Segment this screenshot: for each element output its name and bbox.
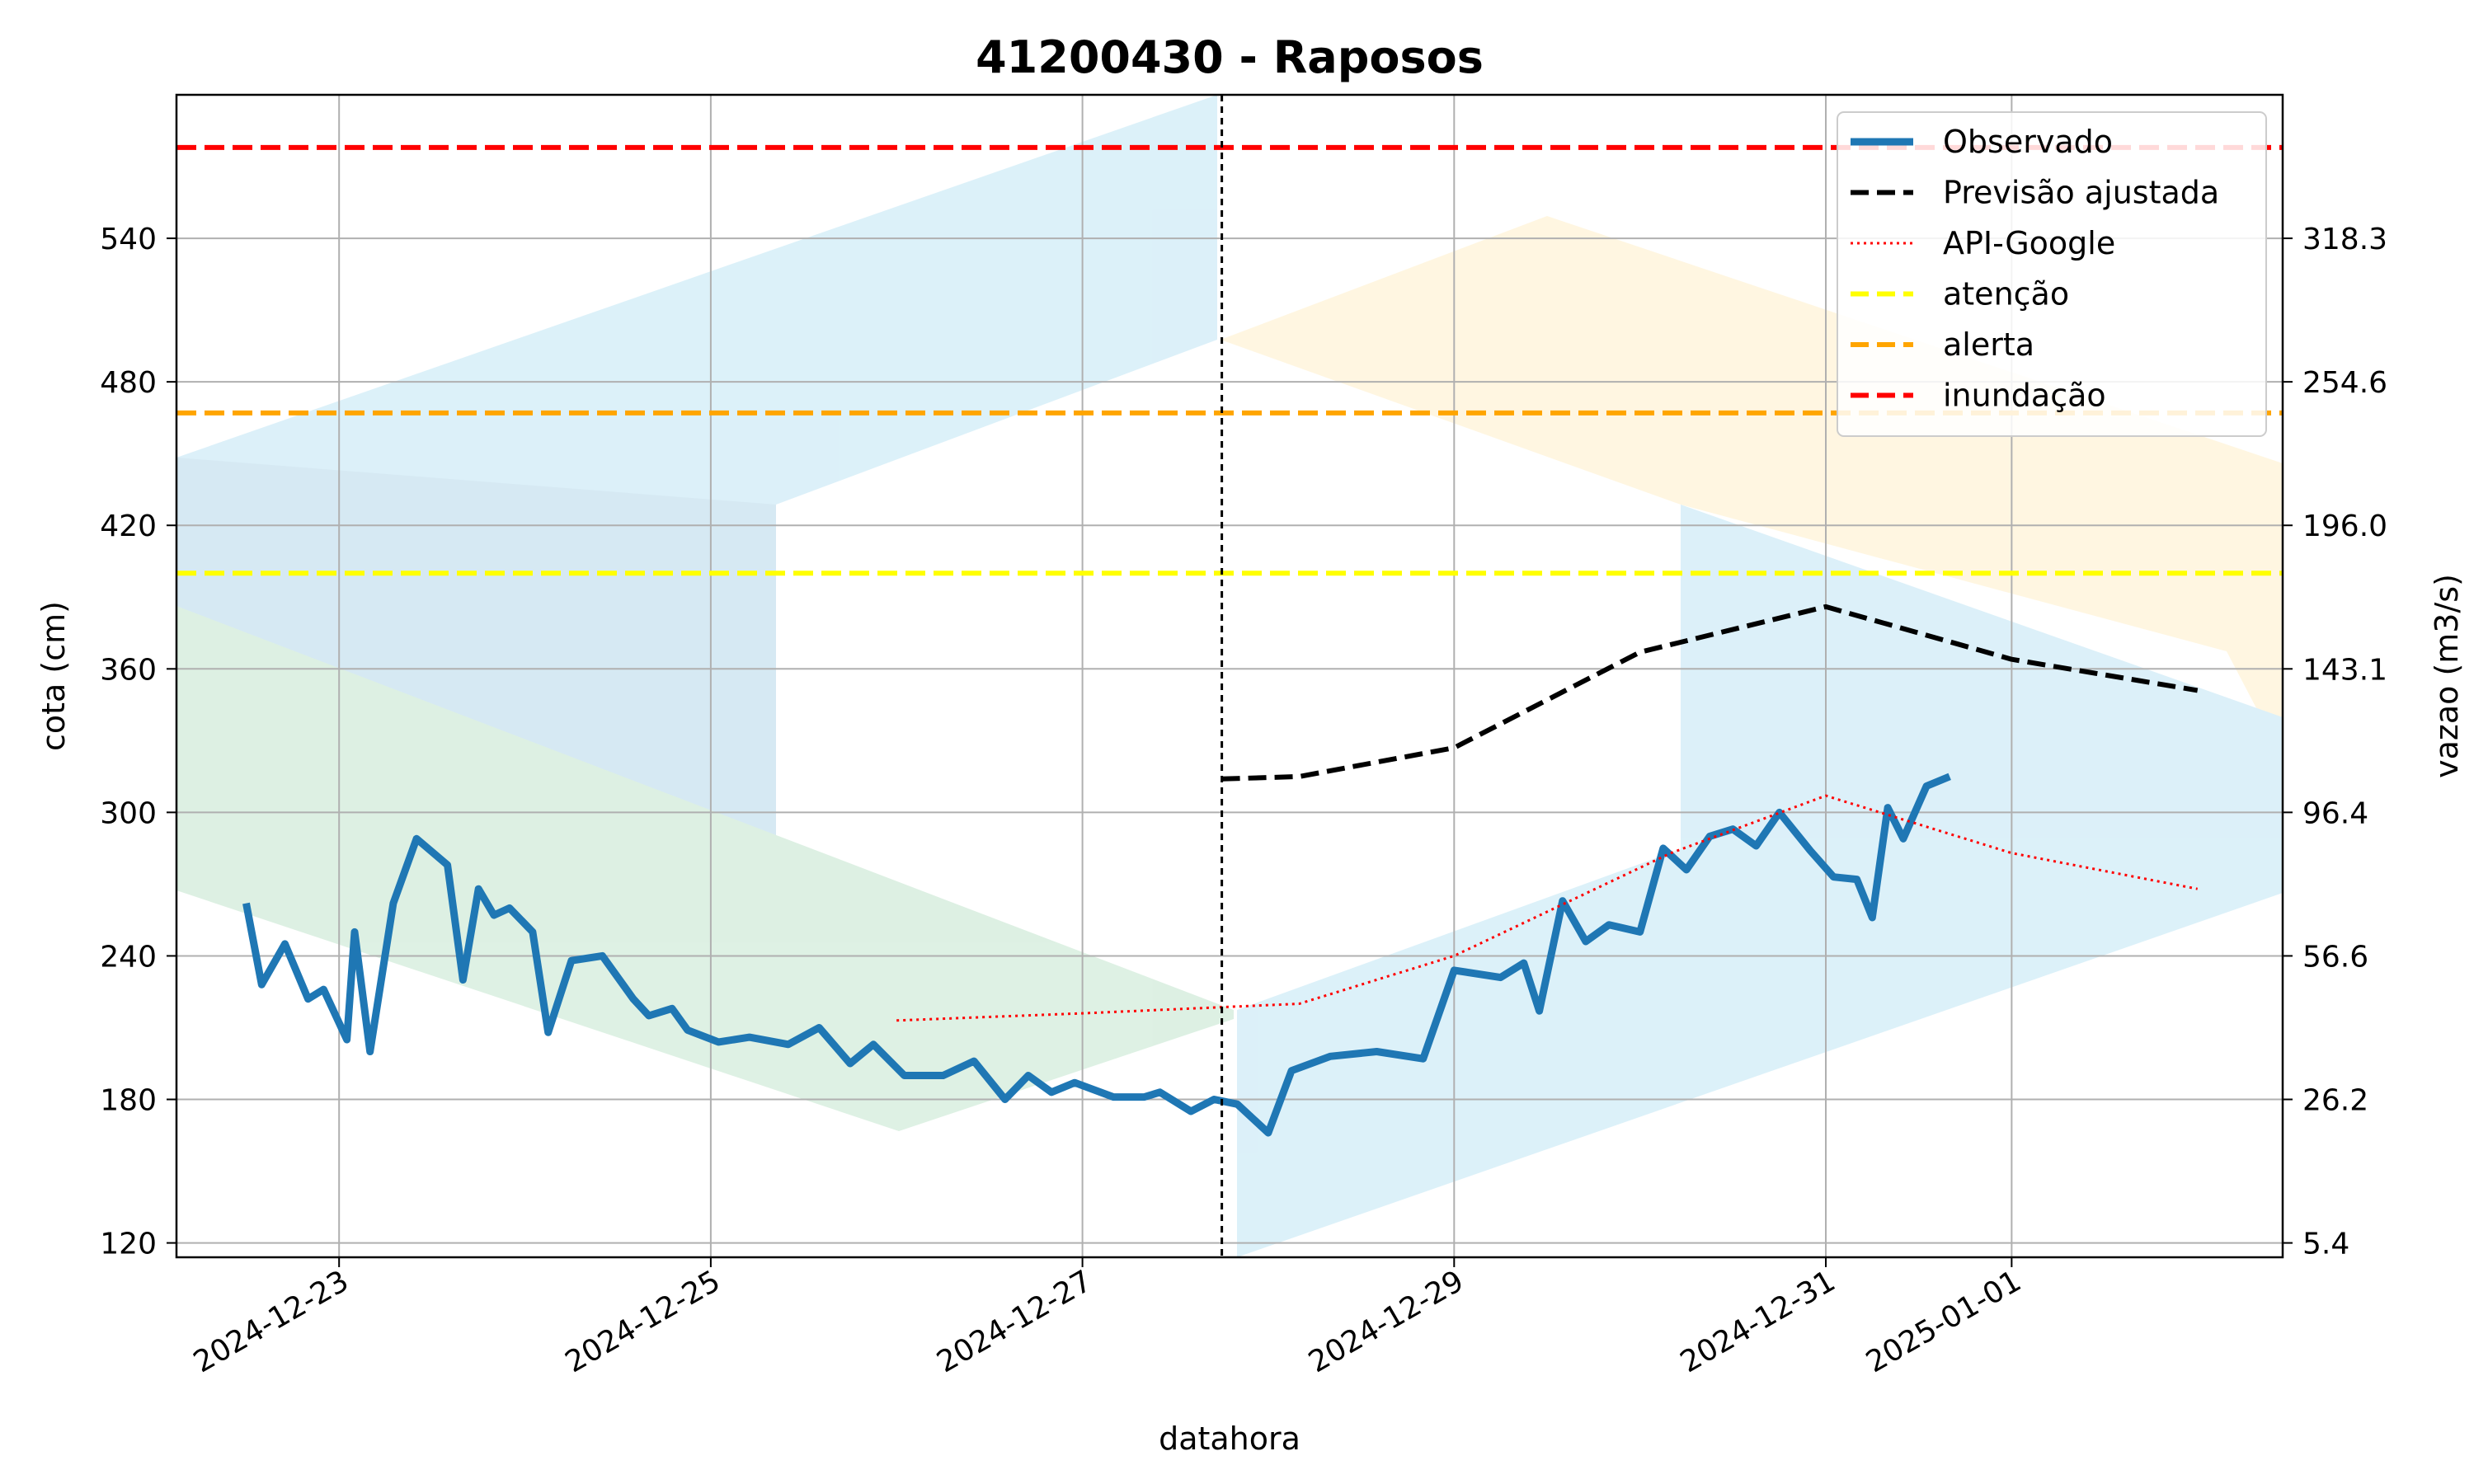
legend-label: Observado — [1943, 124, 2113, 160]
y-axis-ticks: 120 180 240 300 360 420 480 540 — [100, 223, 176, 1261]
y-right-tick-label: 196.0 — [2302, 510, 2387, 543]
y-right-tick-label: 26.2 — [2302, 1084, 2368, 1118]
legend: Observado Previsão ajustada API-Google aten… — [1837, 111, 2267, 437]
y-axis-right-label: vazao (m3/s) — [2429, 574, 2465, 778]
y-tick-label: 480 — [100, 366, 157, 400]
series-line-Previsão ajustada — [1221, 603, 2199, 782]
plot-frame — [175, 93, 2284, 1259]
legend-box — [1837, 111, 2267, 437]
y-tick-label: 240 — [100, 940, 157, 974]
y-right-tick-label: 318.3 — [2302, 223, 2387, 256]
watermark-logo — [176, 95, 2283, 1257]
y-right-tick-label: 254.6 — [2302, 366, 2387, 400]
legend-label: Previsão ajustada — [1943, 175, 2219, 211]
y-tick-label: 120 — [100, 1228, 157, 1261]
series-line-Observado — [242, 773, 1951, 1137]
y-right-tick-label: 5.4 — [2302, 1228, 2349, 1261]
y-tick-label: 180 — [100, 1084, 157, 1118]
chart-title: 41200430 - Raposos — [976, 31, 1484, 83]
y-right-tick-label: 96.4 — [2302, 796, 2368, 830]
y-tick-label: 540 — [100, 223, 157, 256]
legend-label: atenção — [1943, 276, 2069, 312]
series-lines — [242, 603, 2199, 1137]
y-right-tick-label: 143.1 — [2302, 653, 2387, 687]
y-axis-right-ticks: 5.4 26.2 56.6 96.4 143.1 196.0 254.6 318.3 — [2283, 223, 2387, 1261]
y-right-tick-label: 56.6 — [2302, 940, 2368, 974]
legend-label: API-Google — [1943, 225, 2115, 261]
y-tick-label: 300 — [100, 796, 157, 830]
y-tick-label: 420 — [100, 510, 157, 543]
y-axis-label: cota (cm) — [35, 601, 72, 751]
y-tick-label: 360 — [100, 653, 157, 687]
x-axis-label: datahora — [1159, 1421, 1300, 1457]
legend-label: alerta — [1943, 326, 2034, 363]
legend-label: inundação — [1943, 378, 2106, 414]
